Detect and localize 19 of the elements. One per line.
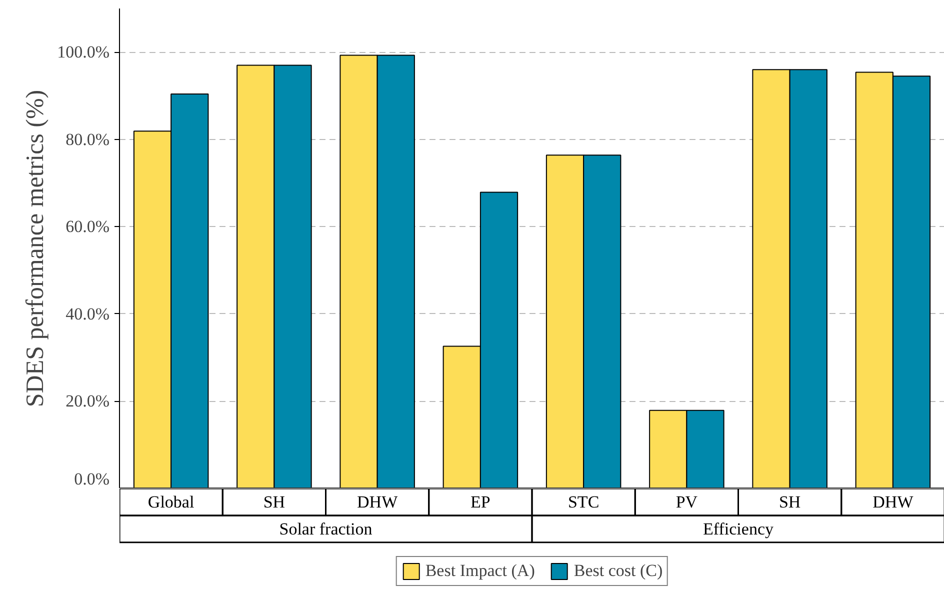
y-axis-title: SDES performance metrics (%) — [22, 90, 50, 408]
legend-label: Best cost (C) — [574, 561, 663, 581]
x-tick-label: DHW — [872, 492, 914, 512]
y-tick-label: 60.0% — [66, 217, 110, 236]
legend-label: Best Impact (A) — [425, 561, 535, 581]
x-tick-label: PV — [676, 492, 698, 512]
x-tick-label: STC — [568, 492, 600, 512]
y-tick-label: 0.0% — [74, 470, 110, 488]
x-tick-label: SH — [263, 492, 286, 512]
text: Solar fraction — [279, 519, 373, 538]
x-tick-label: DHW — [357, 492, 399, 512]
x-tick-label: SH — [778, 492, 801, 512]
y-tick-label: 100.0% — [57, 42, 110, 62]
y-tick-label: 20.0% — [66, 392, 110, 411]
y-tick-label: 80.0% — [66, 130, 110, 149]
x-tick-label: Global — [148, 492, 194, 512]
x-tick-label: EP — [470, 492, 490, 512]
y-tick-label: 40.0% — [66, 304, 110, 324]
text: Efficiency — [703, 519, 774, 538]
